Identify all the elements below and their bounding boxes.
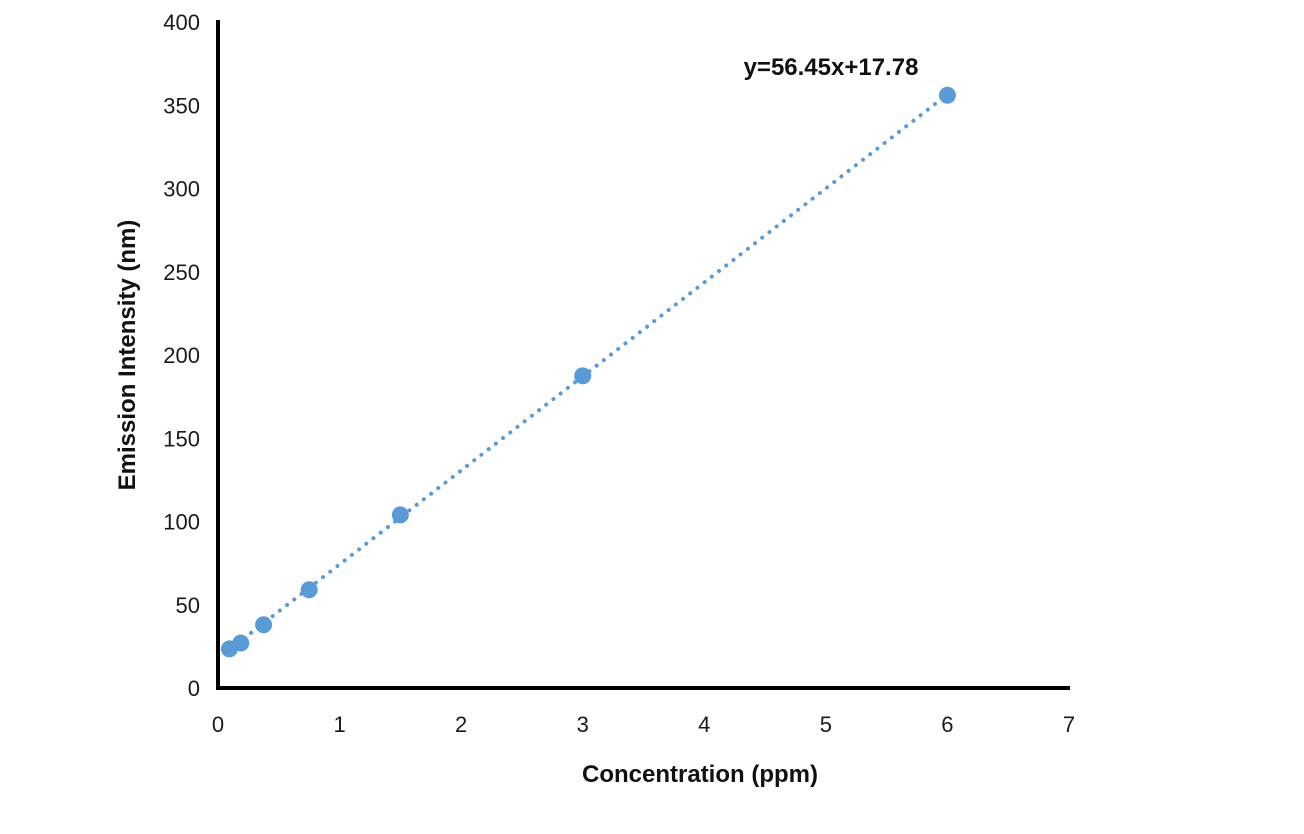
data-point-marker [938, 86, 956, 104]
data-point-marker [255, 616, 273, 634]
data-point-marker [574, 367, 592, 385]
x-axis-tick-labels: 0 1 2 3 4 5 6 7 [212, 712, 1075, 737]
x-tick-label: 6 [941, 712, 953, 737]
y-tick-label: 250 [163, 260, 200, 285]
data-points [220, 86, 956, 658]
y-tick-label: 0 [188, 676, 200, 701]
y-tick-label: 100 [163, 510, 200, 535]
x-axis-title: Concentration (ppm) [582, 761, 818, 788]
x-tick-label: 5 [820, 712, 832, 737]
y-tick-label: 400 [163, 10, 200, 35]
y-tick-label: 50 [176, 593, 200, 618]
x-tick-label: 3 [577, 712, 589, 737]
axes [216, 20, 1070, 690]
y-axis-tick-labels: 0 50 100 150 200 250 300 350 400 [163, 10, 200, 701]
y-tick-label: 300 [163, 177, 200, 202]
x-tick-label: 1 [333, 712, 345, 737]
y-axis-title: Emission Intensity (nm) [114, 220, 141, 491]
x-tick-label: 2 [455, 712, 467, 737]
x-tick-label: 7 [1063, 712, 1075, 737]
x-tick-label: 4 [698, 712, 710, 737]
y-tick-label: 150 [163, 426, 200, 451]
data-point-marker [232, 634, 250, 652]
x-tick-label: 0 [212, 712, 224, 737]
y-tick-label: 350 [163, 93, 200, 118]
data-point-marker [391, 506, 409, 524]
data-point-marker [300, 581, 318, 599]
trendline-equation-label: y=56.45x+17.78 [744, 54, 919, 81]
y-tick-label: 200 [163, 343, 200, 368]
